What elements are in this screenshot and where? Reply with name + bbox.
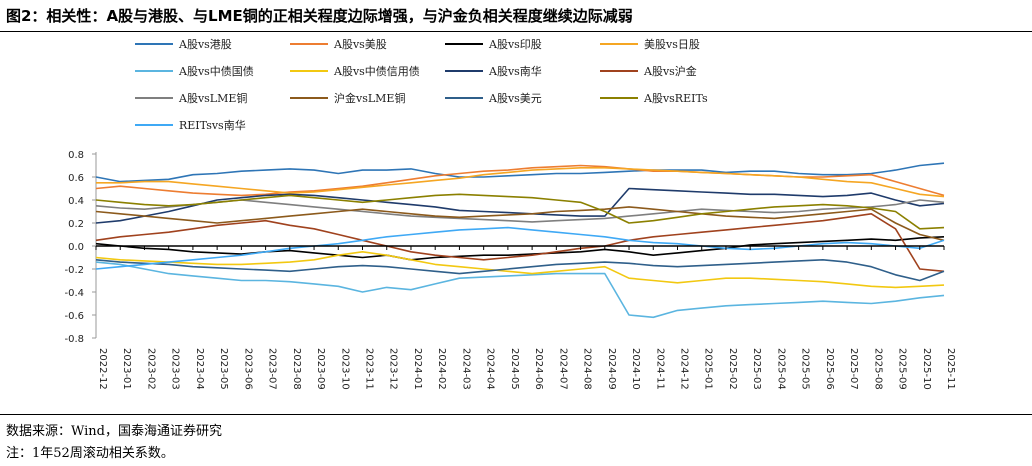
legend-label: 沪金vsLME铜: [334, 91, 405, 105]
y-tick-label: 0.0: [68, 242, 84, 253]
legend-label: A股vs港股: [178, 38, 232, 51]
legend-label: A股vs印股: [488, 38, 542, 51]
y-tick-label: -0.6: [64, 311, 84, 322]
chart-legend: A股vs港股 A股vs美股 A股vs印股 美股vs日股 A股vs中债国债 A股vs中债信用…: [135, 38, 708, 132]
x-tick-label: 2023-02: [145, 348, 156, 390]
legend-label: 美股vs日股: [644, 38, 700, 51]
legend-label: A股vsREITs: [643, 92, 708, 105]
x-tick-label: 2025-04: [775, 348, 786, 390]
series-line: [95, 162, 945, 183]
series-line: [95, 261, 945, 319]
x-tick-label: 2023-07: [267, 348, 278, 390]
x-tick-label: 2023-09: [315, 348, 326, 390]
x-tick-label: 2025-09: [897, 348, 908, 390]
x-tick-label: 2024-11: [654, 348, 665, 390]
x-tick-label: 2023-10: [339, 348, 350, 390]
legend-label: A股vs美股: [333, 38, 387, 51]
y-tick-label: 0.2: [68, 219, 84, 230]
legend-item: A股vs印股: [445, 38, 542, 51]
chart-series-layer: [95, 162, 945, 319]
x-tick-label: 2025-02: [727, 348, 738, 390]
legend-item: A股vs美元: [445, 92, 542, 105]
x-tick-label: 2023-04: [194, 348, 205, 390]
x-tick-label: 2024-05: [509, 348, 520, 390]
series-line: [95, 236, 945, 261]
series-line: [95, 259, 945, 282]
x-tick-label: 2024-03: [460, 348, 471, 390]
x-tick-label: 2023-01: [121, 348, 132, 390]
legend-item: A股vs沪金: [600, 64, 697, 78]
y-tick-label: -0.8: [64, 334, 84, 345]
legend-item: A股vs美股: [290, 38, 387, 51]
x-tick-label: 2025-05: [800, 348, 811, 390]
x-tick-label: 2025-06: [824, 348, 835, 390]
x-tick-label: 2024-12: [678, 348, 689, 390]
x-tick-label: 2024-06: [533, 348, 544, 390]
series-line: [95, 187, 945, 224]
title-rule: [0, 31, 1032, 32]
x-tick-label: 2023-03: [170, 348, 181, 390]
series-line: [95, 226, 945, 270]
x-axis-ticks: 2022-12 2023-01 2023-02 2023-03 2023-04 2023-…: [95, 246, 956, 390]
legend-item: A股vsREITs: [600, 92, 708, 105]
legend-item: 沪金vsLME铜: [290, 91, 405, 105]
series-line: [95, 213, 945, 273]
y-tick-label: 0.8: [68, 150, 84, 161]
y-tick-label: 0.4: [68, 196, 84, 207]
x-tick-label: 2025-03: [751, 348, 762, 390]
series-line: [95, 251, 945, 289]
figure-title-row: 图2：相关性：A股与港股、与LME铜的正相关程度边际增强，与沪金负相关程度继续边…: [0, 0, 1032, 33]
legend-label: A股vs中债国债: [178, 64, 254, 78]
legend-label: A股vs沪金: [643, 64, 697, 78]
x-tick-label: 2024-04: [485, 348, 496, 390]
series-line: [95, 206, 945, 242]
footer-rule: [0, 414, 1032, 415]
y-tick-label: -0.2: [64, 265, 84, 276]
x-tick-label: 2024-07: [557, 348, 568, 390]
x-tick-label: 2023-08: [291, 348, 302, 390]
correlation-chart: A股vs港股 A股vs美股 A股vs印股 美股vs日股 A股vs中债国债 A股vs中债信用…: [64, 38, 956, 390]
x-tick-label: 2024-01: [412, 348, 423, 390]
legend-item: A股vs港股: [135, 38, 232, 51]
legend-item: A股vs中债国债: [135, 64, 254, 78]
legend-label: REITsvs南华: [179, 118, 246, 132]
footnote: 注：1年52周滚动相关系数。: [6, 446, 174, 461]
series-line: [95, 164, 945, 197]
legend-label: A股vsLME铜: [178, 91, 247, 105]
x-tick-label: 2024-08: [582, 348, 593, 390]
x-tick-label: 2025-11: [945, 348, 956, 390]
figure-title: 图2：相关性：A股与港股、与LME铜的正相关程度边际增强，与沪金负相关程度继续边…: [6, 7, 633, 25]
y-tick-label: 0.6: [68, 173, 84, 184]
legend-item: A股vs南华: [445, 64, 542, 78]
x-tick-label: 2023-12: [388, 348, 399, 390]
chart-axes: -0.8 -0.6 -0.4 -0.2 0.0 0.2 0.4 0.6 0.8: [64, 150, 97, 345]
series-line: [95, 193, 945, 230]
legend-item: 美股vs日股: [600, 38, 700, 51]
legend-item: REITsvs南华: [135, 118, 246, 132]
x-tick-label: 2025-01: [703, 348, 714, 390]
x-tick-label: 2025-07: [848, 348, 859, 390]
x-tick-label: 2025-08: [872, 348, 883, 390]
legend-item: A股vsLME铜: [135, 91, 247, 105]
legend-label: A股vs中债信用债: [333, 64, 420, 78]
source-note: 数据来源：Wind，国泰海通证券研究: [6, 424, 222, 439]
x-tick-label: 2022-12: [97, 348, 108, 390]
legend-label: A股vs美元: [488, 92, 542, 105]
x-tick-label: 2023-05: [218, 348, 229, 390]
x-tick-label: 2023-11: [364, 348, 375, 390]
x-tick-label: 2024-09: [606, 348, 617, 390]
legend-item: A股vs中债信用债: [290, 64, 420, 78]
series-line: [95, 199, 945, 223]
x-tick-label: 2024-10: [630, 348, 641, 390]
x-tick-label: 2023-06: [242, 348, 253, 390]
x-tick-label: 2024-02: [436, 348, 447, 390]
series-line: [96, 167, 945, 198]
x-tick-label: 2025-10: [921, 348, 932, 390]
y-tick-label: -0.4: [64, 288, 84, 299]
legend-label: A股vs南华: [488, 64, 542, 78]
